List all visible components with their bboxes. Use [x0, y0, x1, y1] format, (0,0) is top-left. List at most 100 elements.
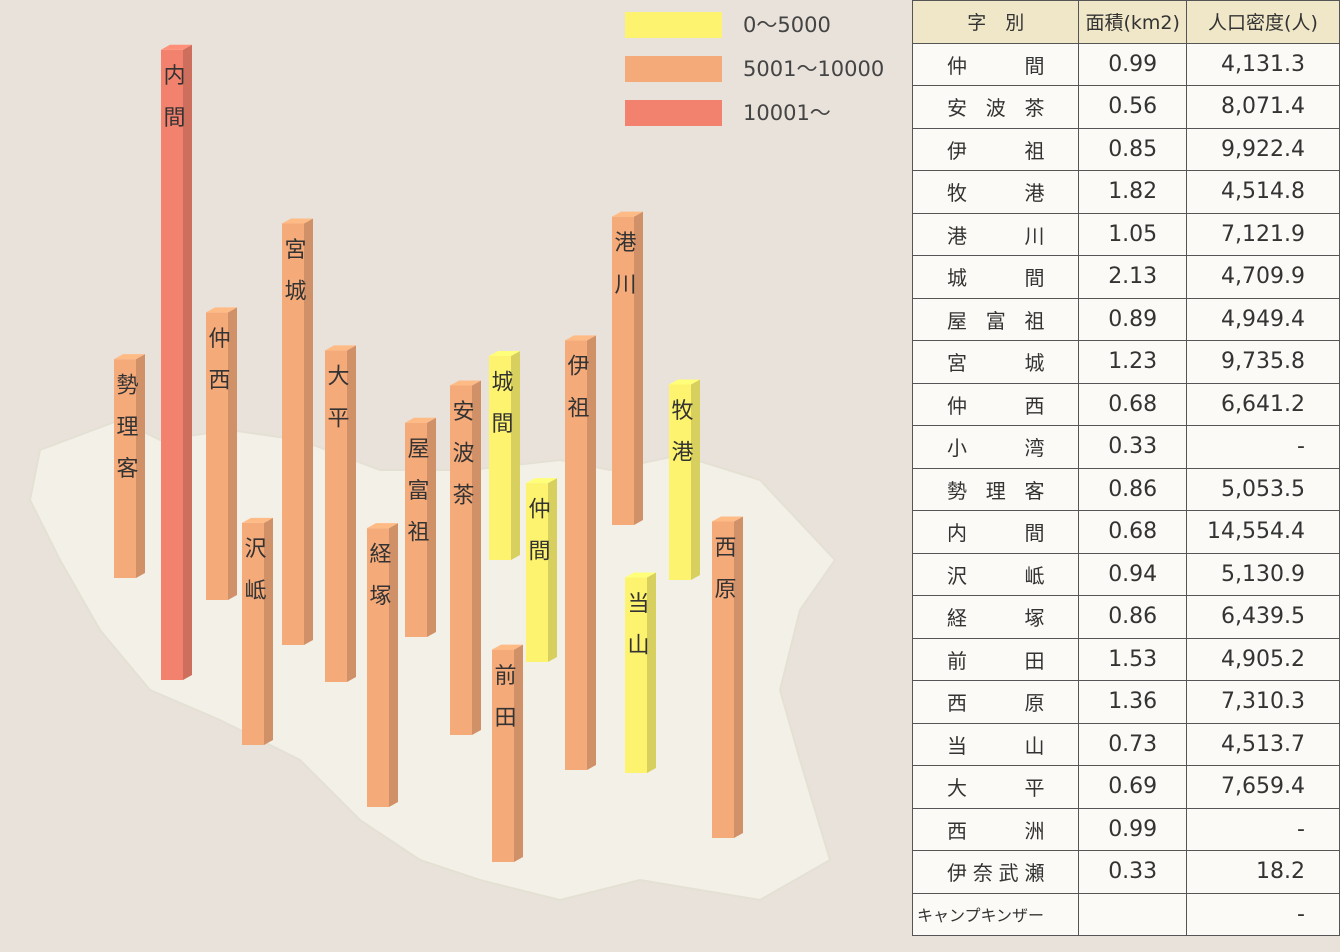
- area: 0.69: [1078, 765, 1187, 809]
- district: 仲間: [911, 42, 1080, 86]
- bar: 伊祖: [564, 335, 596, 770]
- bar-label: 牧港: [668, 399, 694, 483]
- density: -: [1185, 425, 1340, 469]
- table-row: 伊祖 0.85 9,922.4: [911, 127, 1340, 171]
- density: 8,071.4: [1185, 85, 1340, 129]
- table-row: 仲西 0.68 6,641.2: [911, 382, 1340, 426]
- bar-label: 経塚: [366, 542, 392, 626]
- bar-side: [511, 351, 520, 560]
- bar-top: [405, 417, 436, 423]
- area: 0.86: [1078, 595, 1187, 639]
- bar: 仲間: [525, 478, 557, 662]
- area: 0.99: [1078, 807, 1187, 851]
- district: 経塚: [911, 595, 1080, 639]
- bar: 前田: [491, 644, 523, 862]
- bar-side: [472, 380, 481, 735]
- density: 14,554.4: [1185, 510, 1340, 554]
- district: キャンプキンザー: [911, 892, 1080, 936]
- area: 1.36: [1078, 680, 1187, 724]
- bar-label: 西原: [711, 535, 737, 619]
- bar-top: [625, 572, 656, 578]
- density: 7,659.4: [1185, 765, 1340, 809]
- density: 7,310.3: [1185, 680, 1340, 724]
- bar-top: [206, 307, 237, 313]
- bar-side: [347, 345, 356, 682]
- bar-label: 伊祖: [564, 354, 590, 438]
- bar-front: [669, 384, 691, 580]
- table-row: 西原 1.36 7,310.3: [911, 680, 1340, 724]
- bar-side: [183, 44, 192, 680]
- bar-label: 大平: [324, 364, 350, 448]
- district: 牧港: [911, 170, 1080, 214]
- bar-side: [647, 572, 656, 773]
- bar-front: [114, 359, 136, 578]
- district: 内間: [911, 510, 1080, 554]
- area: 0.73: [1078, 722, 1187, 766]
- bar-side: [734, 516, 743, 838]
- density: 4,513.7: [1185, 722, 1340, 766]
- bar-label: 屋富祖: [404, 437, 430, 562]
- bar-side: [304, 218, 313, 645]
- table-row: 仲間 0.99 4,131.3: [911, 42, 1340, 86]
- legend: 0〜5000 5001〜10000 10001〜: [625, 12, 884, 126]
- table-row: 小湾 0.33-: [911, 425, 1340, 469]
- bar-label: 港川: [611, 231, 637, 315]
- bar-top: [282, 218, 313, 224]
- district: 前田: [911, 637, 1080, 681]
- area: 0.56: [1078, 85, 1187, 129]
- bar-top: [114, 354, 145, 360]
- district: 小湾: [911, 425, 1080, 469]
- density: 18.2: [1185, 850, 1340, 894]
- bar: 大平: [324, 345, 356, 682]
- district: 西原: [911, 680, 1080, 724]
- bar-front: [565, 340, 587, 770]
- bar-front: [492, 649, 514, 862]
- district: 伊祖: [911, 127, 1080, 171]
- density: 9,735.8: [1185, 340, 1340, 384]
- bar-side: [264, 517, 273, 745]
- density: 5,053.5: [1185, 467, 1340, 511]
- area: 0.99: [1078, 42, 1187, 86]
- bar-label: 内間: [160, 64, 185, 148]
- area: 0.33: [1078, 850, 1187, 894]
- density: 7,121.9: [1185, 212, 1340, 256]
- bar-front: [489, 356, 511, 560]
- table-row: 安波茶 0.56 8,071.4: [911, 85, 1340, 129]
- bar-label: 仲間: [525, 497, 551, 581]
- bar-front: [612, 216, 634, 525]
- bar-top: [450, 380, 481, 386]
- bar-side: [548, 478, 557, 662]
- bar-top: [492, 644, 523, 650]
- density: -: [1185, 807, 1340, 851]
- table-row: 経塚 0.86 6,439.5: [911, 595, 1340, 639]
- bar-top: [325, 345, 356, 351]
- area: 0.68: [1078, 382, 1187, 426]
- area: 0.85: [1078, 127, 1187, 171]
- area: 0.94: [1078, 552, 1187, 596]
- density: 6,641.2: [1185, 382, 1340, 426]
- bar-front: [625, 577, 647, 773]
- table-row: 沢岻 0.94 5,130.9: [911, 552, 1340, 596]
- legend-swatch: [625, 100, 722, 126]
- bar-front: [325, 350, 347, 682]
- area: 1.82: [1078, 170, 1187, 214]
- density: 4,949.4: [1185, 297, 1340, 341]
- legend-label: 0〜5000: [743, 13, 831, 37]
- area: 2.13: [1078, 255, 1187, 299]
- area: 1.05: [1078, 212, 1187, 256]
- bar-side: [587, 335, 596, 770]
- bar-top: [367, 523, 398, 529]
- bar: 安波茶: [449, 380, 481, 735]
- density: 4,905.2: [1185, 637, 1340, 681]
- bar-side: [427, 417, 436, 637]
- area: 0.68: [1078, 510, 1187, 554]
- district: 安波茶: [911, 85, 1080, 129]
- density: 9,922.4: [1185, 127, 1340, 171]
- column-header: 面積(km2): [1078, 0, 1187, 44]
- bar-front: [367, 528, 389, 807]
- bar-front: [526, 483, 548, 662]
- bar: 当山: [624, 572, 656, 773]
